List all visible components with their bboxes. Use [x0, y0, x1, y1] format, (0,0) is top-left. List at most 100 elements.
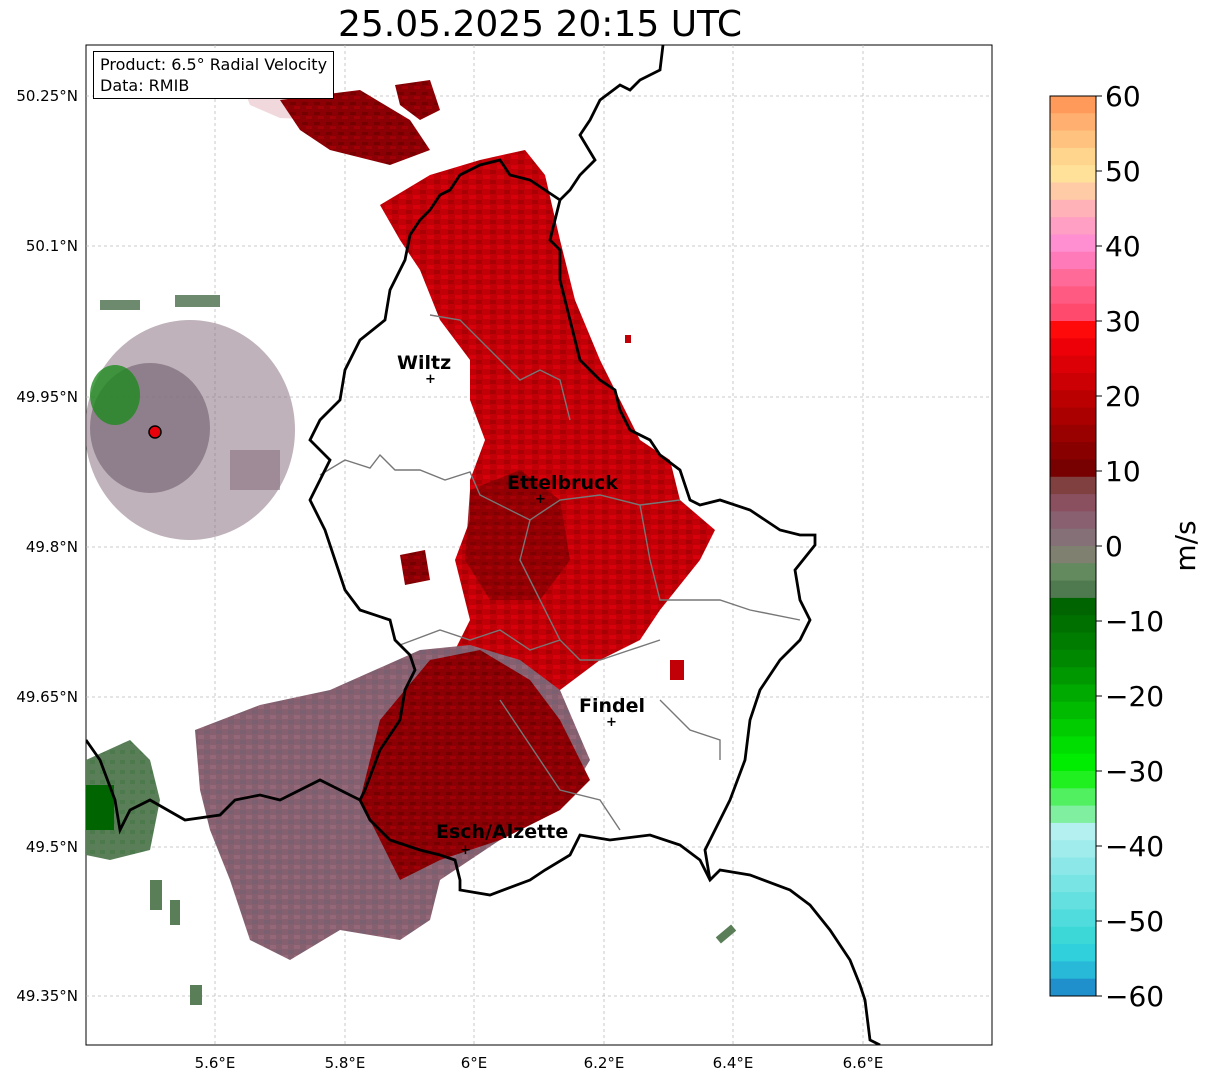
place-marker-findel: +: [606, 715, 617, 730]
colorbar-segment: [1050, 944, 1096, 962]
colorbar-segment: [1050, 269, 1096, 287]
colorbar-segment: [1050, 338, 1096, 357]
colorbar-segment: [1050, 632, 1096, 651]
colorbar-segment: [1050, 251, 1096, 270]
colorbar-tick-label: 0: [1105, 530, 1123, 563]
lat-axis: 50.25°N 50.1°N 49.95°N 49.8°N 49.65°N 49…: [16, 87, 78, 1005]
map-content: Wiltz + Ettelbruck + Findel + Esch/Alzet…: [86, 45, 992, 1045]
place-marker-ettelbruck: +: [535, 492, 546, 507]
lon-tick-label: 6°E: [461, 1054, 488, 1072]
colorbar-segment: [1050, 286, 1096, 305]
colorbar-tick-label: −20: [1105, 680, 1164, 713]
lat-tick-label: 50.25°N: [16, 87, 78, 105]
colorbar-segment: [1050, 736, 1096, 755]
colorbar-tick-label: −50: [1105, 905, 1164, 938]
colorbar-segment: [1050, 805, 1096, 824]
colorbar-segment: [1050, 909, 1096, 928]
colorbar-segment: [1050, 840, 1096, 859]
colorbar-segment: [1050, 788, 1096, 807]
colorbar-segment: [1050, 390, 1096, 409]
place-label-esch-alzette: Esch/Alzette: [436, 821, 568, 843]
place-label-wiltz: Wiltz: [397, 352, 451, 374]
product-info-box: Product: 6.5° Radial Velocity Data: RMIB: [93, 51, 335, 99]
colorbar-segment: [1050, 217, 1096, 235]
colorbar-segment: [1050, 771, 1096, 789]
colorbar-segment: [1050, 407, 1096, 426]
colorbar-segment: [1050, 649, 1096, 668]
colorbar-tick-label: −60: [1105, 980, 1164, 1013]
colorbar-segment: [1050, 424, 1096, 443]
colorbar-segment: [1050, 580, 1096, 599]
colorbar-segment: [1050, 978, 1096, 997]
lat-tick-label: 49.65°N: [16, 688, 78, 706]
lat-tick-label: 49.8°N: [26, 538, 78, 556]
colorbar-segment: [1050, 926, 1096, 945]
colorbar-segment: [1050, 303, 1096, 322]
colorbar-segment: [1050, 719, 1096, 737]
colorbar-segment: [1050, 182, 1096, 201]
echo-main-red: [380, 150, 715, 700]
places-layer: Wiltz + Ettelbruck + Findel + Esch/Alzet…: [397, 352, 645, 858]
colorbar-segment: [1050, 684, 1096, 703]
lat-tick-label: 49.5°N: [26, 838, 78, 856]
place-marker-esch-alzette: +: [460, 843, 471, 858]
map-title: 25.05.2025 20:15 UTC: [337, 4, 743, 45]
national-border: [86, 45, 881, 1045]
colorbar-segment: [1050, 563, 1096, 582]
colorbar-segment: [1050, 199, 1096, 218]
colorbar: [1049, 95, 1102, 997]
colorbar-segment: [1050, 892, 1096, 910]
colorbar-segment: [1050, 494, 1096, 512]
colorbar-segment: [1050, 597, 1096, 616]
lat-tick-label: 50.1°N: [26, 237, 78, 255]
colorbar-segment: [1050, 753, 1096, 772]
colorbar-segment: [1050, 147, 1096, 166]
colorbar-segment: [1050, 442, 1096, 460]
colorbar-segment: [1050, 857, 1096, 876]
colorbar-tick-label: −10: [1105, 605, 1164, 638]
data-source-label: Data: RMIB: [100, 76, 190, 95]
colorbar-tick-label: 60: [1105, 80, 1141, 113]
colorbar-segment: [1050, 667, 1096, 685]
colorbar-tick-label: −30: [1105, 755, 1164, 788]
lon-tick-label: 6.4°E: [713, 1054, 754, 1072]
colorbar-segment: [1050, 701, 1096, 720]
colorbar-segment: [1050, 321, 1096, 339]
colorbar-tick-label: 50: [1105, 155, 1141, 188]
colorbar-segment: [1050, 113, 1096, 132]
radar-clutter: [86, 295, 295, 540]
colorbar-segment: [1050, 96, 1096, 114]
place-label-findel: Findel: [579, 695, 645, 717]
colorbar-segment: [1050, 528, 1096, 547]
lon-tick-label: 5.6°E: [195, 1054, 236, 1072]
colorbar-segment: [1050, 511, 1096, 530]
colorbar-segment: [1050, 372, 1096, 391]
lon-tick-label: 5.8°E: [325, 1054, 366, 1072]
colorbar-segment: [1050, 874, 1096, 893]
colorbar-tick-label: 40: [1105, 230, 1141, 263]
colorbar-segment: [1050, 459, 1096, 478]
colorbar-segment: [1050, 822, 1096, 841]
colorbar-segment: [1050, 961, 1096, 980]
lat-tick-label: 49.95°N: [16, 388, 78, 406]
colorbar-segment: [1050, 355, 1096, 374]
place-marker-wiltz: +: [425, 372, 436, 387]
colorbar-segment: [1050, 476, 1096, 495]
colorbar-unit-label: m/s: [1169, 520, 1202, 571]
place-label-ettelbruck: Ettelbruck: [507, 472, 618, 494]
radar-site-marker: [148, 425, 162, 439]
colorbar-segment: [1050, 615, 1096, 634]
colorbar-tick-label: 20: [1105, 380, 1141, 413]
colorbar-segment: [1050, 165, 1096, 184]
lon-tick-label: 6.6°E: [843, 1054, 884, 1072]
colorbar-ticks: 60 50 40 30 20 10 0 −10 −20 −30 −40 −50 …: [1105, 80, 1164, 1013]
colorbar-segment: [1050, 130, 1096, 149]
echo-southwest: [195, 645, 590, 960]
lat-tick-label: 49.35°N: [16, 987, 78, 1005]
colorbar-tick-label: −40: [1105, 830, 1164, 863]
product-label: Product: 6.5° Radial Velocity: [100, 55, 328, 74]
colorbar-tick-label: 30: [1105, 305, 1141, 338]
colorbar-segment: [1050, 546, 1096, 564]
lon-tick-label: 6.2°E: [584, 1054, 625, 1072]
